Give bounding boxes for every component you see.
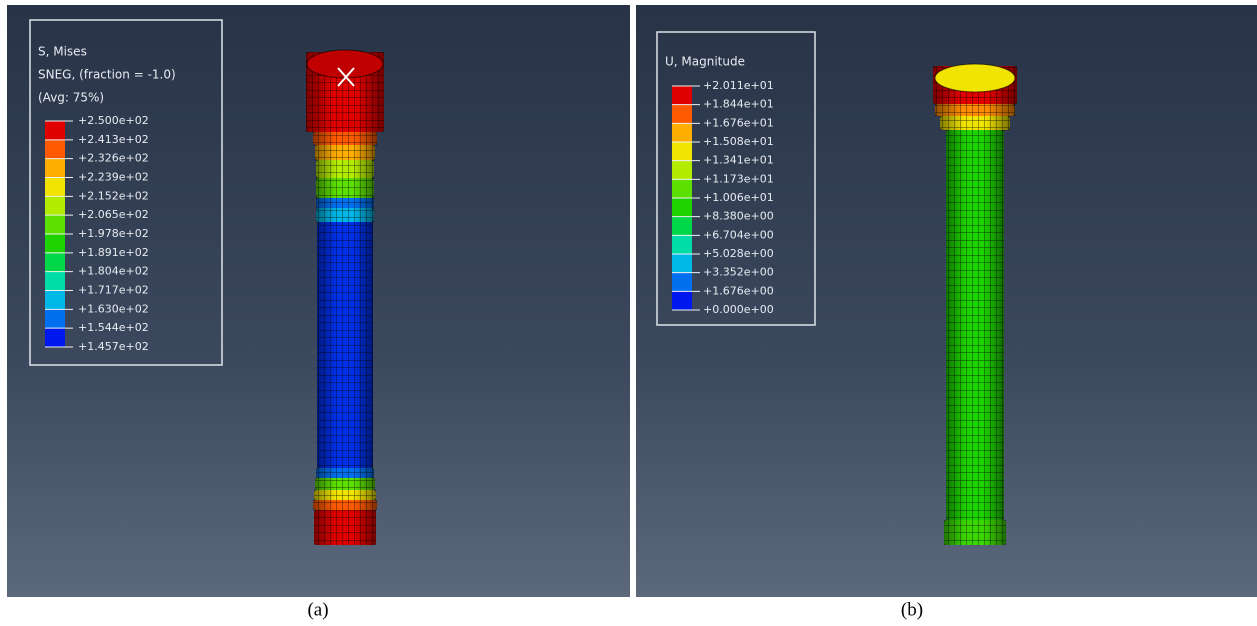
model-shade — [315, 145, 375, 160]
legend-swatch — [45, 215, 65, 234]
legend-label: +2.065e+02 — [78, 208, 149, 221]
legend-label: +1.173e+01 — [703, 172, 774, 185]
legend-swatch — [45, 159, 65, 178]
legend-label: +1.717e+02 — [78, 284, 149, 297]
model-shade — [940, 116, 1010, 130]
legend-label: +5.028e+00 — [703, 247, 774, 260]
model-shade — [315, 478, 375, 490]
model-shade — [316, 160, 374, 178]
legend-swatch — [672, 105, 692, 124]
legend-swatch — [672, 198, 692, 217]
model-shade — [314, 510, 376, 545]
model-shade — [317, 222, 373, 468]
legend-swatch — [672, 273, 692, 292]
legend-swatch — [672, 217, 692, 236]
legend-title: SNEG, (fraction = -1.0) — [38, 68, 176, 82]
model-shade — [314, 490, 376, 500]
legend-swatch — [45, 328, 65, 347]
model-shade — [316, 208, 374, 222]
legend-label: +1.676e+00 — [703, 284, 774, 297]
model-top — [935, 64, 1015, 92]
legend-swatch — [672, 291, 692, 310]
model-shade — [316, 468, 374, 478]
legend-label: +3.352e+00 — [703, 266, 774, 279]
caption: (b) — [901, 599, 923, 620]
legend-label: +1.457e+02 — [78, 340, 149, 353]
legend-swatch — [45, 234, 65, 253]
model-shade — [944, 520, 1006, 545]
column-model — [306, 50, 384, 545]
legend-swatch — [45, 309, 65, 328]
legend-title: (Avg: 75%) — [38, 91, 104, 105]
legend-swatch — [672, 142, 692, 161]
legend-swatch — [672, 161, 692, 180]
legend-label: +1.844e+01 — [703, 98, 774, 111]
legend-label: +1.341e+01 — [703, 154, 774, 167]
legend-label: +1.676e+01 — [703, 116, 774, 129]
legend-label: +1.804e+02 — [78, 265, 149, 278]
legend-label: +1.630e+02 — [78, 302, 149, 315]
model-top — [307, 50, 383, 78]
legend-label: +2.413e+02 — [78, 133, 149, 146]
figure: S, Mises SNEG, (fraction = -1.0) (Avg: 75%… — [0, 0, 1257, 626]
legend-swatch — [45, 121, 65, 140]
legend-swatch — [45, 196, 65, 215]
legend-swatch — [45, 178, 65, 197]
legend-swatch — [672, 86, 692, 105]
legend-label: +2.500e+02 — [78, 114, 149, 127]
legend-label: +2.011e+01 — [703, 79, 774, 92]
model-shade — [946, 130, 1004, 520]
legend-label: +1.978e+02 — [78, 227, 149, 240]
legend-label: +6.704e+00 — [703, 228, 774, 241]
legend-label: +0.000e+00 — [703, 303, 774, 316]
model-shade — [313, 132, 377, 145]
legend-label: +2.152e+02 — [78, 189, 149, 202]
legend-title: S, Mises — [38, 45, 87, 59]
legend-swatch — [672, 254, 692, 273]
legend-swatch — [45, 291, 65, 310]
legend-label: +1.006e+01 — [703, 191, 774, 204]
legend-swatch — [672, 179, 692, 198]
legend-swatch — [672, 123, 692, 142]
model-shade — [316, 178, 374, 198]
legend-swatch — [45, 253, 65, 272]
legend-label: +2.239e+02 — [78, 171, 149, 184]
legend-label: +1.508e+01 — [703, 135, 774, 148]
legend-label: +8.380e+00 — [703, 210, 774, 223]
legend-swatch — [672, 235, 692, 254]
legend-label: +1.544e+02 — [78, 321, 149, 334]
legend-label: +1.891e+02 — [78, 246, 149, 259]
legend-label: +2.326e+02 — [78, 152, 149, 165]
legend-swatch — [45, 272, 65, 291]
model-shade — [316, 198, 374, 208]
caption: (a) — [307, 599, 328, 620]
model-shade — [935, 104, 1015, 116]
model-shade — [313, 500, 377, 510]
legend-swatch — [45, 140, 65, 159]
legend-title: U, Magnitude — [665, 55, 745, 69]
